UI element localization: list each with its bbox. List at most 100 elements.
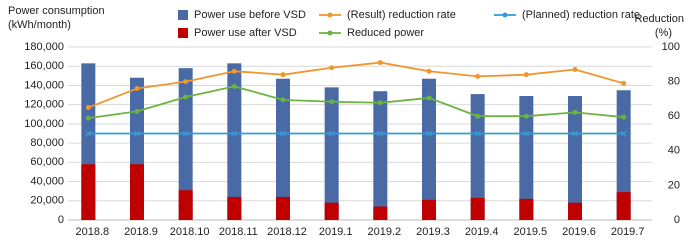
y2-tick-label: 80: [668, 76, 680, 88]
point: [377, 100, 383, 106]
point: [328, 130, 335, 137]
y-tick-label: 120,000: [24, 99, 64, 111]
x-tick-label: 2019.4: [465, 226, 499, 238]
bar: [422, 199, 436, 220]
point: [475, 113, 481, 119]
point: [426, 95, 432, 101]
point: [329, 65, 335, 71]
point: [231, 130, 238, 137]
point: [377, 130, 384, 137]
bar: [130, 164, 144, 220]
y2-tick-label: 20: [668, 179, 680, 191]
legend-swatch: [327, 12, 333, 18]
y-tick-label: 80,000: [30, 137, 64, 149]
line: [88, 61, 624, 109]
y-tick-label: 60,000: [30, 156, 64, 168]
y-tick-label: 160,000: [24, 60, 64, 72]
bar: [81, 164, 96, 220]
legend-label: Power use before VSD: [194, 9, 306, 21]
point: [329, 99, 335, 105]
point: [280, 72, 286, 78]
bar: [324, 202, 339, 220]
bar: [227, 196, 242, 220]
bar: [568, 202, 582, 220]
x-tick-label: 2018.12: [267, 226, 307, 238]
point: [475, 73, 481, 79]
x-tick-label: 2018.9: [124, 226, 158, 238]
point: [183, 79, 189, 85]
bar: [276, 196, 290, 220]
bar: [324, 87, 339, 220]
y-axis-label: Power consumption: [8, 5, 105, 17]
bar: [470, 94, 485, 220]
point: [620, 130, 627, 137]
legend-swatch: [178, 10, 188, 20]
point: [134, 130, 140, 137]
point: [621, 80, 627, 86]
bar: [519, 198, 534, 220]
bar: [616, 192, 631, 220]
point: [426, 130, 432, 137]
point: [231, 68, 237, 74]
point: [523, 72, 529, 78]
point: [523, 130, 530, 137]
point: [572, 66, 578, 72]
point: [85, 130, 92, 137]
legend-swatch: [502, 12, 508, 18]
y2-tick-label: 0: [674, 214, 680, 226]
bar: [276, 78, 290, 220]
x-tick-label: 2018.11: [219, 226, 258, 238]
x-tick-label: 2019.2: [368, 226, 402, 238]
point: [280, 130, 286, 137]
y2-tick-label: 60: [668, 110, 680, 122]
point: [183, 94, 189, 100]
point: [474, 130, 481, 137]
bar: [422, 78, 436, 220]
legend-label: Reduced power: [347, 27, 424, 39]
legend-swatch: [327, 30, 333, 36]
y-tick-label: 140,000: [24, 79, 64, 91]
point: [621, 114, 627, 120]
x-tick-label: 2019.3: [416, 226, 450, 238]
point: [182, 130, 189, 137]
bar: [616, 90, 631, 220]
y-tick-label: 20,000: [30, 195, 64, 207]
x-tick-label: 2018.8: [76, 226, 110, 238]
point: [134, 86, 140, 92]
point: [377, 60, 383, 66]
x-tick-label: 2019.6: [562, 226, 596, 238]
line: [88, 85, 624, 120]
x-tick-label: 2018.10: [170, 226, 210, 238]
legend-label: Power use after VSD: [194, 27, 297, 39]
point: [523, 113, 529, 119]
point: [572, 130, 578, 137]
x-tick-label: 2019.5: [514, 226, 548, 238]
bar: [470, 197, 485, 220]
y-tick-label: 100,000: [24, 118, 64, 130]
bar: [178, 68, 193, 221]
point: [426, 68, 432, 74]
bar: [373, 91, 388, 220]
bar: [227, 63, 242, 220]
y2-axis-label: (%): [655, 27, 672, 39]
x-tick-label: 2019.7: [611, 226, 645, 238]
y-tick-label: 0: [58, 214, 64, 226]
point: [85, 105, 91, 111]
point: [280, 97, 286, 103]
legend-swatch: [178, 28, 188, 38]
point: [572, 109, 578, 115]
bar: [178, 190, 193, 220]
y-tick-label: 40,000: [30, 175, 64, 187]
bar: [568, 96, 582, 220]
legend-label: (Result) reduction rate: [347, 9, 456, 21]
point: [134, 108, 140, 114]
point: [85, 115, 91, 121]
y-tick-label: 180,000: [24, 41, 64, 53]
x-tick-label: 2019.1: [319, 226, 353, 238]
y2-axis-label: Reduction: [634, 13, 684, 25]
bar: [373, 206, 388, 220]
y2-tick-label: 100: [662, 41, 680, 53]
y2-tick-label: 40: [668, 145, 680, 157]
y-axis-label: (kWh/month): [8, 19, 71, 31]
